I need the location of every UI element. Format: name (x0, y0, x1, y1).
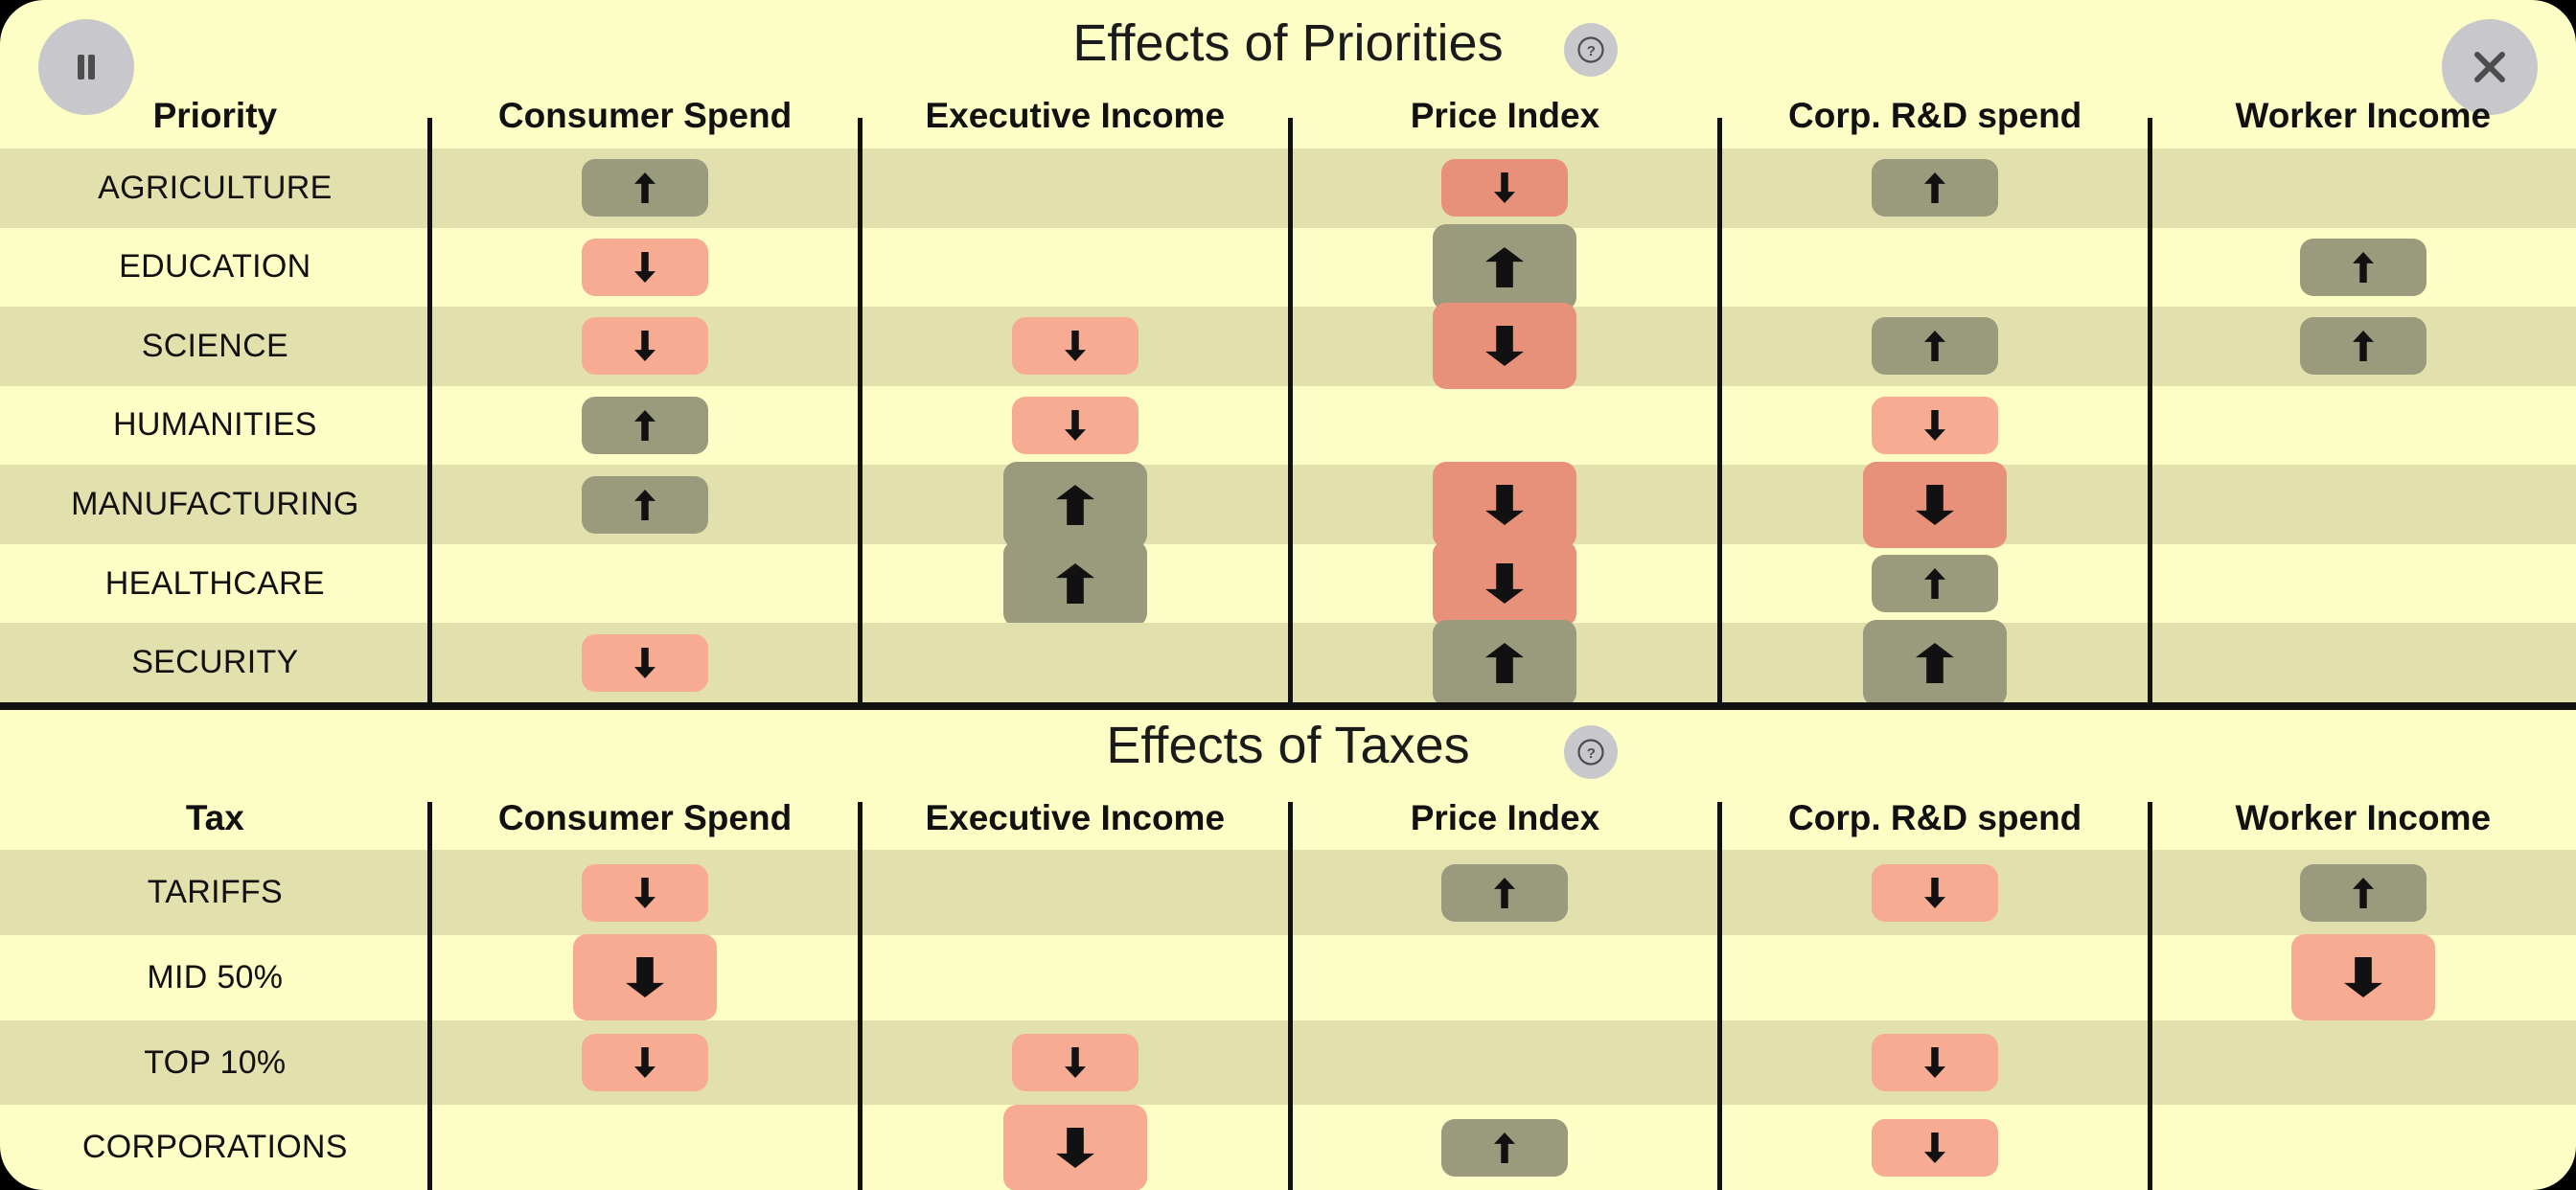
svg-text:?: ? (1587, 745, 1596, 762)
svg-text:?: ? (1587, 43, 1596, 59)
